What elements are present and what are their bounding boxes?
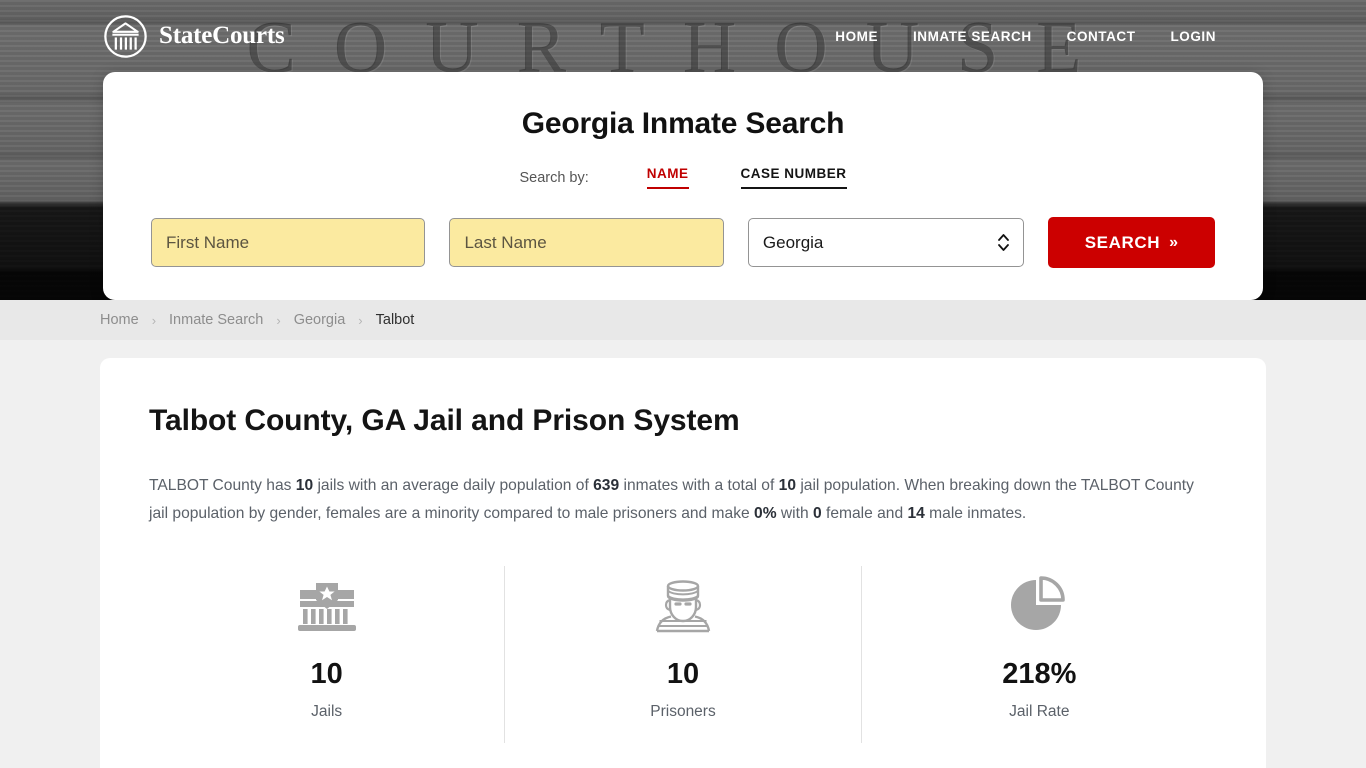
stat-female-inline: 0 xyxy=(812,505,822,522)
stat-jail-rate-label: Jail Rate xyxy=(1009,703,1070,720)
stat-jails-inline: 10 xyxy=(295,477,314,494)
tab-search-by-name[interactable]: NAME xyxy=(646,166,689,189)
breadcrumb-item-talbot: Talbot xyxy=(375,312,415,328)
intro-text-7: male inmates. xyxy=(924,505,1027,522)
search-form: Georgia SEARCH » xyxy=(151,217,1216,268)
stat-jails-value: 10 xyxy=(310,658,343,690)
breadcrumb-item-georgia[interactable]: Georgia xyxy=(293,312,346,328)
search-card-title: Georgia Inmate Search xyxy=(521,107,845,140)
content-card: Talbot County, GA Jail and Prison System… xyxy=(100,358,1266,768)
first-name-input[interactable] xyxy=(151,218,426,267)
state-select-value: Georgia xyxy=(762,232,824,252)
state-select[interactable]: Georgia xyxy=(747,218,1025,267)
intro-text-3: inmates with a total of xyxy=(619,477,779,494)
top-navigation-bar: StateCourts HOME INMATE SEARCH CONTACT L… xyxy=(0,0,1366,72)
intro-text-1: TALBOT County has xyxy=(149,477,296,494)
stat-female-pct-inline: 0% xyxy=(754,505,777,522)
nav-item-home[interactable]: HOME xyxy=(835,28,878,44)
tab-search-by-case-number[interactable]: CASE NUMBER xyxy=(740,166,847,189)
nav-item-inmate-search[interactable]: INMATE SEARCH xyxy=(913,28,1032,44)
breadcrumb-item-home[interactable]: Home xyxy=(100,312,139,328)
pie-chart-icon xyxy=(862,574,1217,636)
prisoner-icon xyxy=(505,574,860,636)
stat-total-inline: 10 xyxy=(778,477,796,494)
main-nav: HOME INMATE SEARCH CONTACT LOGIN xyxy=(835,29,1216,44)
intro-text-6: female and xyxy=(821,505,908,522)
brand-logo[interactable]: StateCourts xyxy=(103,14,285,59)
intro-text-2: jails with an average daily population o… xyxy=(313,477,594,494)
stat-jail-rate: 218% Jail Rate xyxy=(860,566,1217,743)
search-by-row: Search by: NAME CASE NUMBER xyxy=(151,166,1215,189)
page-title: Talbot County, GA Jail and Prison System xyxy=(149,404,740,437)
search-button-label: SEARCH xyxy=(1084,232,1161,252)
inmate-search-card: Georgia Inmate Search Search by: NAME CA… xyxy=(103,72,1263,300)
breadcrumb-separator: › xyxy=(151,312,157,328)
breadcrumb-item-inmate-search[interactable]: Inmate Search xyxy=(169,312,264,328)
breadcrumb-separator: › xyxy=(276,312,281,328)
stat-male-inline: 14 xyxy=(907,505,925,522)
breadcrumb: Home › Inmate Search › Georgia › Talbot xyxy=(0,300,1366,340)
nav-item-login[interactable]: LOGIN xyxy=(1170,28,1216,44)
brand-name: StateCourts xyxy=(159,22,285,49)
stat-jails: 10 Jails xyxy=(149,566,504,743)
jail-building-icon xyxy=(149,574,504,636)
intro-text-4: jail population. When breaking down the … xyxy=(149,477,1194,522)
search-by-label: Search by: xyxy=(519,169,589,186)
stat-prisoners: 10 Prisoners xyxy=(504,566,860,743)
intro-paragraph: TALBOT County has 10 jails with an avera… xyxy=(149,472,1204,528)
stat-prisoners-value: 10 xyxy=(666,658,700,690)
stat-jails-label: Jails xyxy=(311,703,343,720)
search-button[interactable]: SEARCH » xyxy=(1048,217,1216,268)
last-name-input[interactable] xyxy=(449,218,724,267)
hero-banner: COURTHOUSE StateCourts HOME INMATE SEARC… xyxy=(0,0,1366,300)
breadcrumb-separator: › xyxy=(358,312,363,328)
double-chevron-right-icon: » xyxy=(1169,233,1179,251)
nav-item-contact[interactable]: CONTACT xyxy=(1066,28,1136,44)
stat-adp-inline: 639 xyxy=(593,477,620,494)
chevron-updown-icon xyxy=(998,234,1010,251)
stat-jail-rate-value: 218% xyxy=(1002,658,1077,690)
intro-text-5: with xyxy=(776,505,813,522)
courthouse-circle-icon xyxy=(104,14,147,58)
stat-prisoners-label: Prisoners xyxy=(650,703,716,720)
stats-row: 10 Jails xyxy=(149,566,1217,743)
